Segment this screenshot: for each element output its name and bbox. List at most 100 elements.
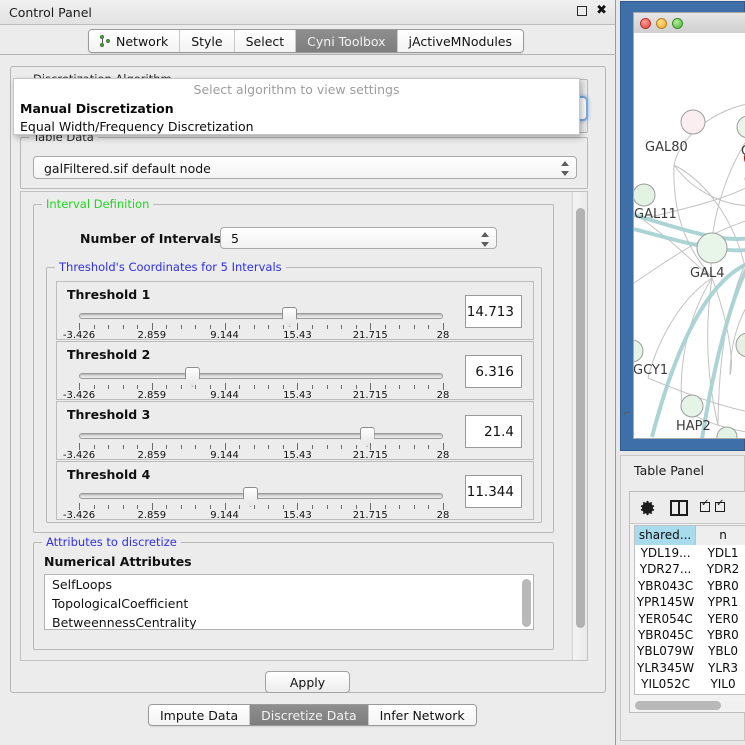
table-row[interactable]: YIL052C YIL0 bbox=[635, 676, 745, 692]
tab-select-label: Select bbox=[245, 33, 285, 49]
slider-tick-label: 2.859 bbox=[137, 390, 167, 401]
table-cell: YBR043C bbox=[637, 578, 694, 593]
close-x-icon[interactable]: ✖ bbox=[596, 3, 607, 18]
threshold-card-3: Threshold 3 -3.426 2.859 9.144 15.43 21.715 28… bbox=[56, 401, 534, 461]
threshold-value-field[interactable]: 14.713 bbox=[465, 295, 522, 328]
spinner-updown-icon[interactable] bbox=[481, 231, 489, 248]
apply-button[interactable]: Apply bbox=[265, 671, 350, 693]
minimize-yellow-icon[interactable] bbox=[656, 18, 667, 29]
tab-discretize-data[interactable]: Discretize Data bbox=[250, 705, 369, 725]
network-nodes-icon bbox=[100, 34, 111, 48]
slider-tick-label: -3.426 bbox=[62, 330, 96, 341]
control-panel-window: Control Panel ✖ Network Style bbox=[0, 0, 616, 745]
numerical-attributes-label: Numerical Attributes bbox=[44, 554, 192, 569]
table-cell: YER0 bbox=[707, 611, 739, 626]
scrollbar-thumb[interactable] bbox=[576, 208, 585, 628]
maximize-square-icon[interactable] bbox=[577, 5, 588, 16]
attributes-list-scrollbar[interactable] bbox=[522, 579, 531, 627]
algorithm-option-manual[interactable]: Manual Discretization bbox=[20, 101, 174, 116]
tab-select[interactable]: Select bbox=[234, 30, 297, 52]
slider-tick-label: 21.715 bbox=[352, 510, 388, 521]
slider-tick-label: 15.43 bbox=[283, 450, 312, 461]
table-row[interactable]: YDL19... YDL1 bbox=[635, 545, 745, 561]
threshold-value-field[interactable]: 11.344 bbox=[465, 475, 522, 508]
table-data-combobox[interactable]: galFiltered.sif default node bbox=[33, 156, 577, 179]
algorithm-dropdown-popup[interactable]: Select algorithm to view settings Manual… bbox=[13, 78, 580, 135]
table-row[interactable]: YBR045C YBR0 bbox=[635, 627, 745, 643]
slider-tick-labels: -3.426 2.859 9.144 15.43 21.715 28 bbox=[63, 510, 449, 522]
tabstrip-divider bbox=[0, 54, 616, 55]
table-panel-inner: shared...n YDL19...YDL1YDR27...YDR2YBR04… bbox=[629, 491, 745, 713]
slider-tick-label: 15.43 bbox=[283, 510, 312, 521]
table-row[interactable]: YBL079W YBL0 bbox=[635, 643, 745, 659]
tab-network-label: Network bbox=[116, 33, 169, 49]
threshold-slider[interactable]: -3.426 2.859 9.144 15.43 21.715 28 bbox=[63, 367, 449, 401]
threshold-value-field[interactable]: 6.316 bbox=[465, 355, 522, 388]
slider-tick-label: 9.144 bbox=[210, 330, 239, 341]
table-header-row: shared... n bbox=[635, 526, 745, 545]
zoom-green-icon[interactable] bbox=[672, 18, 683, 29]
threshold-card-4: Threshold 4 -3.426 2.859 9.144 15.43 21.715 28… bbox=[56, 461, 534, 522]
checkbox-icon[interactable] bbox=[700, 498, 710, 512]
table-panel-grid[interactable]: shared... n YDL19... YDL1 YDR27... YDR2 YBR04… bbox=[634, 525, 745, 695]
slider-thumb[interactable] bbox=[282, 307, 298, 327]
network-canvas[interactable]: GAL80 GA GAL11 C GAL4 GCY1 H HAP2 bbox=[633, 33, 745, 439]
tab-impute-data[interactable]: Impute Data bbox=[149, 705, 251, 725]
table-horizontal-scrollbar[interactable] bbox=[634, 701, 745, 710]
slider-track[interactable] bbox=[79, 313, 443, 319]
attributes-legend: Attributes to discretize bbox=[42, 536, 181, 548]
settings-vertical-scrollbar[interactable] bbox=[572, 192, 587, 660]
slider-tick-label: 28 bbox=[436, 510, 450, 521]
attributes-list[interactable]: SelfLoops TopologicalCoefficient Betweenne… bbox=[44, 574, 534, 630]
slider-thumb[interactable] bbox=[243, 487, 259, 507]
main-tabstrip: Network Style Select Cyni Toolbox jActiv… bbox=[0, 25, 616, 57]
slider-ticks bbox=[79, 443, 444, 451]
table-cell: YBL079W bbox=[637, 644, 695, 659]
slider-tick-label: 15.43 bbox=[283, 330, 312, 341]
table-row[interactable]: YER054C YER0 bbox=[635, 611, 745, 627]
table-column-header[interactable]: shared... bbox=[635, 526, 697, 545]
close-red-icon[interactable] bbox=[640, 18, 651, 29]
tab-style[interactable]: Style bbox=[180, 30, 235, 52]
slider-thumb[interactable] bbox=[184, 367, 200, 387]
window-title: Control Panel bbox=[9, 5, 92, 20]
table-data-group: Table Data galFiltered.sif default node bbox=[20, 131, 588, 189]
tab-cyni-toolbox[interactable]: Cyni Toolbox bbox=[296, 30, 398, 52]
table-row[interactable]: YDR27... YDR2 bbox=[635, 561, 745, 577]
slider-tick-label: 28 bbox=[436, 330, 450, 341]
table-row[interactable]: YPR145W YPR1 bbox=[635, 594, 745, 610]
table-column-header[interactable]: n bbox=[696, 526, 745, 545]
columns-icon[interactable] bbox=[670, 500, 688, 516]
slider-tick-labels: -3.426 2.859 9.144 15.43 21.715 28 bbox=[63, 330, 449, 342]
algorithm-option-equal-width[interactable]: Equal Width/Frequency Discretization bbox=[20, 119, 254, 134]
threshold-value-field[interactable]: 21.4 bbox=[465, 415, 522, 448]
slider-ticks bbox=[79, 503, 444, 511]
threshold-slider[interactable]: -3.426 2.859 9.144 15.43 21.715 28 bbox=[63, 307, 449, 342]
number-of-intervals-spinner[interactable]: 5 bbox=[220, 227, 497, 249]
slider-track[interactable] bbox=[79, 433, 443, 439]
window-buttons: ✖ bbox=[577, 3, 607, 18]
threshold-slider[interactable]: -3.426 2.859 9.144 15.43 21.715 28 bbox=[63, 427, 449, 461]
node-label-gcy1: GCY1 bbox=[633, 363, 669, 378]
slider-thumb[interactable] bbox=[359, 427, 375, 447]
table-row[interactable]: YBR043C YBR0 bbox=[635, 578, 745, 594]
settings-scroll-region: Interval Definition Number of Intervals … bbox=[20, 191, 588, 661]
slider-ticks bbox=[79, 383, 444, 391]
slider-track[interactable] bbox=[79, 493, 443, 499]
slider-track[interactable] bbox=[79, 373, 443, 379]
checkbox-icon[interactable] bbox=[715, 498, 725, 512]
tab-jactivemnodules[interactable]: jActiveMNodules bbox=[397, 30, 524, 52]
main-tabs: Network Style Select Cyni Toolbox jActiv… bbox=[88, 29, 525, 53]
slider-tick-label: 21.715 bbox=[352, 450, 388, 461]
list-item[interactable]: SelfLoops bbox=[52, 577, 112, 592]
tab-infer-network[interactable]: Infer Network bbox=[368, 705, 476, 725]
tab-cyni-toolbox-label: Cyni Toolbox bbox=[307, 33, 386, 49]
threshold-slider[interactable]: -3.426 2.859 9.144 15.43 21.715 28 bbox=[63, 487, 449, 522]
table-scrollbar-thumb[interactable] bbox=[635, 701, 721, 710]
node-label-ga: GA bbox=[741, 144, 745, 159]
table-row[interactable]: YLR345W YLR3 bbox=[635, 660, 745, 676]
list-item[interactable]: BetweennessCentrality bbox=[52, 615, 197, 630]
list-item[interactable]: TopologicalCoefficient bbox=[52, 596, 189, 611]
gear-icon[interactable] bbox=[640, 500, 656, 516]
tab-network[interactable]: Network bbox=[89, 30, 181, 52]
